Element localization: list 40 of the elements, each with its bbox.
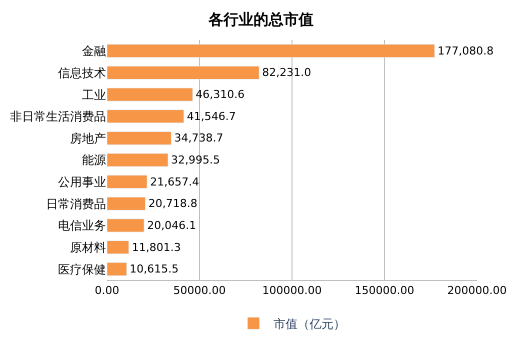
data-label: 177,080.8 (438, 44, 494, 58)
y-tick-label: 原材料 (70, 240, 106, 254)
bar (107, 44, 435, 58)
y-tick-label: 工业 (82, 88, 106, 102)
data-label: 20,046.1 (147, 218, 196, 232)
bar (107, 240, 130, 254)
y-tick-label: 房地产 (70, 131, 106, 146)
data-label: 32,995.5 (171, 154, 220, 166)
bar (107, 131, 172, 145)
x-tick-label: 100000.00 (262, 284, 322, 298)
data-label: 21,657.4 (150, 175, 200, 188)
data-label: 46,310.6 (196, 88, 245, 102)
data-label: 41,546.7 (186, 110, 236, 123)
data-label: 20,718.8 (148, 197, 198, 210)
data-label: 11,801.3 (132, 240, 181, 254)
y-tick-label: 医疗保健 (58, 262, 106, 276)
y-tick-label: 电信业务 (58, 218, 106, 233)
bar (107, 66, 260, 80)
y-tick-label: 公用事业 (58, 175, 106, 190)
bar (107, 88, 193, 102)
data-label: 10,615.5 (130, 262, 179, 276)
x-tick-label: 200000.00 (447, 284, 507, 298)
data-label: 82,231.0 (262, 66, 312, 80)
bar (107, 262, 127, 276)
bar (107, 110, 184, 124)
legend-label: 市值（亿元） (274, 316, 346, 331)
x-tick-label: 50000.00 (173, 284, 226, 298)
bar (107, 218, 144, 232)
x-tick-label: 150000.00 (354, 284, 414, 298)
y-tick-label: 能源 (82, 153, 106, 168)
y-tick-label: 信息技术 (58, 66, 106, 80)
y-tick-label: 金融 (82, 44, 106, 58)
data-label: 34,738.7 (174, 132, 224, 145)
y-tick-label: 日常消费品 (46, 196, 106, 211)
x-tick-label: 0.00 (94, 284, 120, 298)
bar (107, 175, 148, 189)
bar (107, 153, 168, 167)
bar (107, 196, 146, 210)
y-tick-label: 非日常生活消费品 (10, 110, 106, 124)
chart-title: 各行业的总市值 (208, 10, 314, 28)
